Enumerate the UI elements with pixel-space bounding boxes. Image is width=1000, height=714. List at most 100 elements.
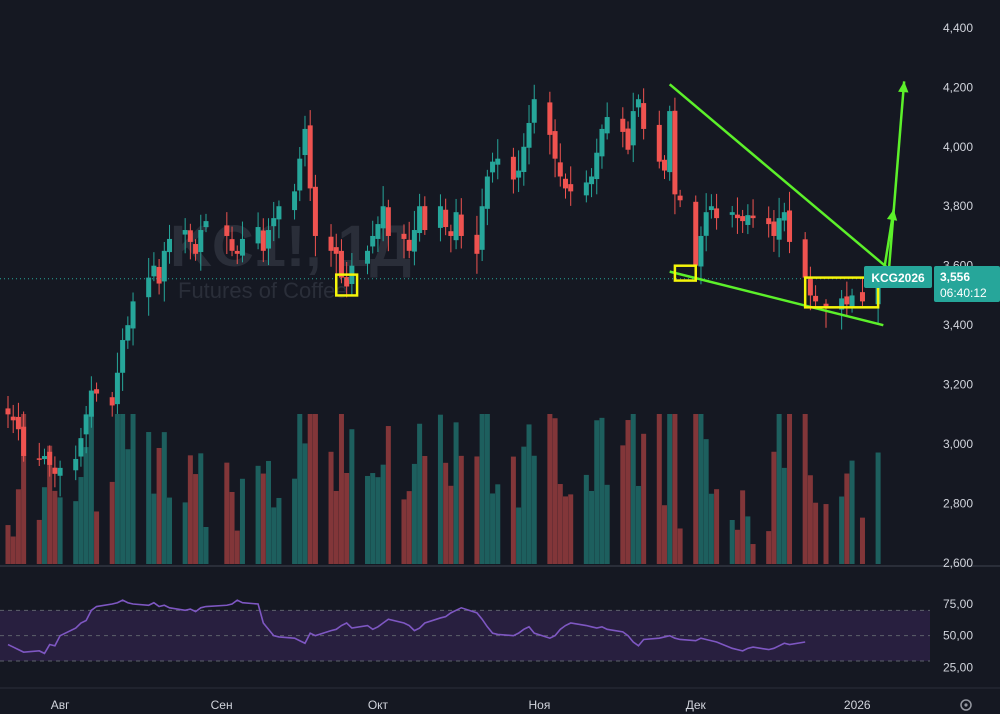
- candle-body[interactable]: [766, 218, 771, 224]
- candle-body[interactable]: [667, 111, 672, 172]
- candle-body[interactable]: [782, 212, 787, 220]
- candle-body[interactable]: [297, 159, 302, 191]
- candle-body[interactable]: [386, 207, 391, 236]
- candle-body[interactable]: [558, 162, 563, 176]
- candle-body[interactable]: [657, 125, 662, 162]
- candle-body[interactable]: [313, 187, 318, 236]
- candle-body[interactable]: [6, 408, 11, 414]
- candle-body[interactable]: [188, 230, 193, 242]
- candle-body[interactable]: [198, 230, 203, 252]
- candle-body[interactable]: [803, 239, 808, 277]
- candle-body[interactable]: [401, 234, 406, 239]
- candle-body[interactable]: [490, 162, 495, 173]
- candle-body[interactable]: [485, 177, 490, 209]
- candle-body[interactable]: [813, 296, 818, 301]
- candle-body[interactable]: [235, 251, 240, 254]
- candle-body[interactable]: [375, 224, 380, 239]
- candle-body[interactable]: [745, 215, 750, 225]
- candle-body[interactable]: [84, 414, 89, 434]
- candle-body[interactable]: [73, 459, 78, 470]
- candle-body[interactable]: [417, 206, 422, 233]
- candle-body[interactable]: [89, 391, 94, 417]
- candle-body[interactable]: [787, 210, 792, 241]
- candle-body[interactable]: [78, 438, 83, 456]
- candle-body[interactable]: [16, 417, 21, 429]
- candle-body[interactable]: [21, 427, 26, 456]
- candle-body[interactable]: [527, 123, 532, 148]
- candle-body[interactable]: [516, 171, 521, 178]
- candle-body[interactable]: [183, 230, 188, 235]
- candle-body[interactable]: [203, 221, 208, 227]
- candle-body[interactable]: [167, 239, 172, 252]
- candle-body[interactable]: [94, 389, 99, 393]
- candle-body[interactable]: [52, 468, 57, 474]
- candle-body[interactable]: [589, 177, 594, 185]
- candle-body[interactable]: [365, 251, 370, 264]
- candle-body[interactable]: [438, 206, 443, 228]
- candle-body[interactable]: [599, 129, 604, 156]
- candle-body[interactable]: [521, 147, 526, 172]
- candle-body[interactable]: [157, 267, 162, 284]
- candle-body[interactable]: [308, 125, 313, 188]
- candle-body[interactable]: [271, 218, 276, 226]
- candle-body[interactable]: [860, 292, 865, 301]
- candle-body[interactable]: [594, 153, 599, 179]
- candle-body[interactable]: [678, 196, 683, 201]
- candle-body[interactable]: [412, 230, 417, 252]
- candle-body[interactable]: [662, 160, 667, 171]
- candle-body[interactable]: [751, 216, 756, 219]
- candle-body[interactable]: [230, 239, 235, 251]
- candle-body[interactable]: [474, 235, 479, 254]
- candle-body[interactable]: [11, 417, 16, 421]
- candle-body[interactable]: [641, 103, 646, 129]
- candle-body[interactable]: [636, 99, 641, 107]
- candle-body[interactable]: [532, 99, 537, 123]
- candle-body[interactable]: [454, 212, 459, 240]
- candle-body[interactable]: [42, 456, 47, 459]
- candle-body[interactable]: [110, 397, 115, 405]
- candle-body[interactable]: [495, 159, 500, 165]
- candle-body[interactable]: [459, 215, 464, 236]
- candle-body[interactable]: [329, 237, 334, 251]
- candle-body[interactable]: [626, 129, 631, 150]
- candle-body[interactable]: [844, 296, 849, 304]
- candle-body[interactable]: [693, 202, 698, 266]
- candle-body[interactable]: [407, 240, 412, 251]
- candle-body[interactable]: [125, 325, 130, 340]
- candle-body[interactable]: [605, 117, 610, 133]
- candle-body[interactable]: [276, 206, 281, 219]
- candle-body[interactable]: [740, 216, 745, 221]
- candle-body[interactable]: [47, 452, 52, 465]
- candle-body[interactable]: [771, 222, 776, 236]
- candle-body[interactable]: [808, 277, 813, 296]
- candle-body[interactable]: [240, 239, 245, 256]
- candle-body[interactable]: [698, 236, 703, 267]
- candle-body[interactable]: [302, 129, 307, 155]
- candle-body[interactable]: [292, 191, 297, 210]
- candle-body[interactable]: [584, 182, 589, 195]
- candle-body[interactable]: [261, 231, 266, 251]
- candle-body[interactable]: [58, 468, 63, 476]
- candle-body[interactable]: [480, 206, 485, 250]
- candle-body[interactable]: [131, 301, 136, 328]
- candle-body[interactable]: [563, 179, 568, 189]
- candle-body[interactable]: [146, 278, 151, 298]
- candle-body[interactable]: [224, 225, 229, 236]
- candle-body[interactable]: [547, 102, 552, 134]
- candle-body[interactable]: [709, 206, 714, 210]
- candle-body[interactable]: [714, 208, 719, 218]
- candle-body[interactable]: [704, 212, 709, 236]
- candle-body[interactable]: [334, 247, 339, 254]
- candle-body[interactable]: [162, 251, 167, 282]
- candle-body[interactable]: [511, 157, 516, 180]
- candle-body[interactable]: [370, 236, 375, 246]
- candle-body[interactable]: [735, 215, 740, 218]
- candle-body[interactable]: [151, 266, 156, 277]
- candle-body[interactable]: [443, 210, 448, 227]
- candle-body[interactable]: [777, 218, 782, 240]
- candle-body[interactable]: [381, 206, 386, 228]
- candle-body[interactable]: [730, 212, 735, 215]
- candle-body[interactable]: [256, 227, 261, 243]
- candle-body[interactable]: [422, 206, 427, 230]
